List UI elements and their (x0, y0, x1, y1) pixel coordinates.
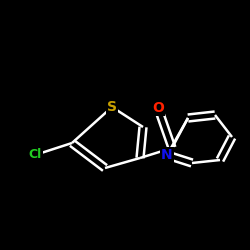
Text: S: S (107, 100, 117, 114)
Text: Cl: Cl (28, 148, 42, 162)
Text: O: O (152, 101, 164, 115)
Text: N: N (161, 148, 173, 162)
